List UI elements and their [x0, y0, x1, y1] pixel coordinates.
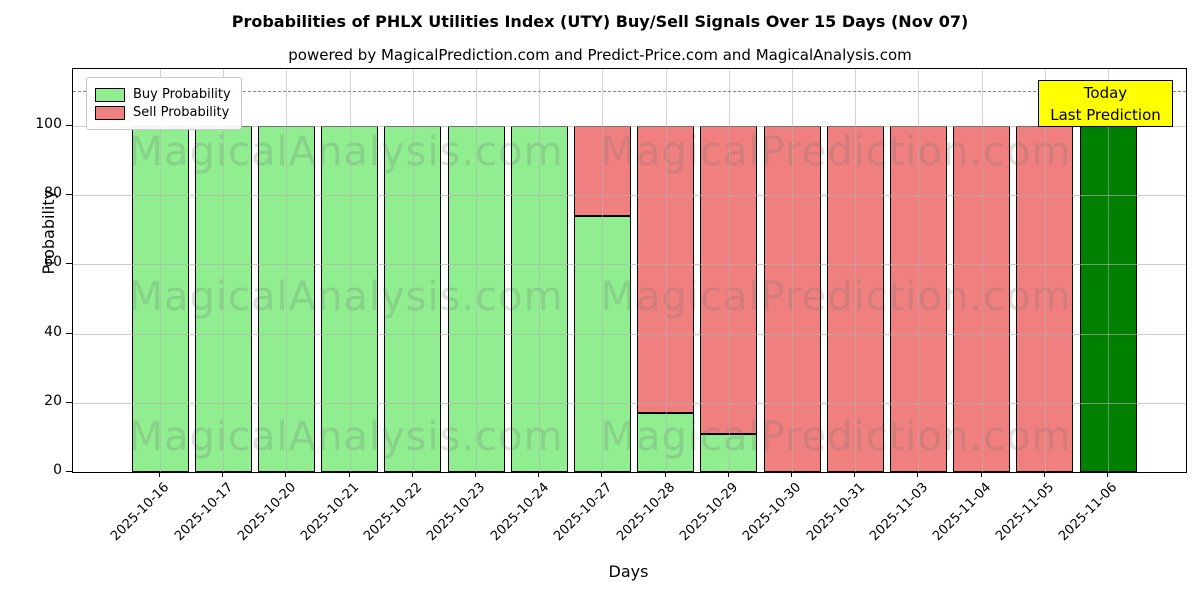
gridline-horizontal [73, 402, 1186, 404]
x-tick [285, 472, 287, 477]
watermark-text: MagicalAnalysis.com [128, 274, 564, 320]
x-tick [538, 472, 540, 477]
gridline-horizontal [73, 333, 1186, 335]
gridline-horizontal [73, 195, 1186, 197]
gridline-vertical [602, 69, 604, 472]
x-tick-label: 2025-10-24 [487, 480, 552, 545]
y-tick [66, 401, 72, 403]
today-annotation-box: Today Last Prediction [1038, 80, 1173, 127]
x-tick-label: 2025-10-27 [550, 480, 616, 545]
watermark-text: MagicalPrediction.com [600, 129, 1072, 175]
x-tick [727, 472, 729, 477]
gridline-vertical [286, 69, 288, 472]
y-tick-label: 20 [44, 392, 62, 409]
x-tick-label: 2025-10-16 [108, 480, 173, 545]
x-tick [159, 472, 160, 477]
x-tick-label: 2025-10-31 [803, 480, 868, 545]
y-tick-label: 0 [53, 462, 62, 478]
buy-swatch-icon [95, 87, 125, 102]
plot-area: MagicalAnalysis.com MagicalPrediction.com… [72, 68, 1187, 473]
x-tick [475, 472, 476, 477]
y-tick-label: 80 [44, 185, 62, 202]
x-tick-label: 2025-10-30 [740, 480, 805, 545]
gridline-vertical [1044, 69, 1046, 472]
legend: Buy Probability Sell Probability [86, 77, 242, 130]
x-tick [1107, 472, 1108, 477]
x-tick-label: 2025-10-22 [361, 480, 426, 545]
gridline-vertical [539, 69, 541, 472]
x-tick-label: 2025-10-29 [677, 480, 742, 545]
y-tick [66, 125, 72, 127]
x-axis-label: Days [608, 562, 649, 581]
y-tick-label: 40 [44, 323, 62, 340]
legend-item-sell: Sell Probability [95, 105, 231, 120]
gridline-vertical [918, 69, 920, 472]
x-tick [222, 472, 224, 477]
x-tick [917, 472, 919, 477]
gridline-vertical [792, 69, 793, 472]
y-tick [66, 471, 72, 472]
x-tick-label: 2025-11-03 [866, 480, 932, 545]
gridline-vertical [1108, 69, 1109, 472]
x-tick [348, 472, 350, 477]
gridline-vertical [412, 69, 414, 472]
gridline-horizontal [73, 126, 1186, 128]
y-tick-label: 100 [35, 116, 62, 133]
x-tick-label: 2025-10-28 [614, 480, 679, 545]
gridline-vertical [665, 69, 667, 472]
gridline-vertical [728, 69, 730, 472]
today-annotation-line2: Last Prediction [1050, 106, 1161, 124]
gridline-vertical [855, 69, 857, 472]
gridline-vertical [160, 69, 161, 472]
sell-swatch-icon [95, 105, 125, 120]
chart-title: Probabilities of PHLX Utilities Index (U… [231, 12, 969, 31]
x-tick [601, 472, 603, 477]
legend-item-buy: Buy Probability [95, 87, 231, 102]
x-tick [980, 472, 982, 477]
x-tick [1043, 472, 1045, 477]
today-annotation-line1: Today [1083, 84, 1128, 102]
threshold-dashed-line [73, 91, 1186, 93]
x-tick-label: 2025-11-05 [993, 480, 1058, 545]
x-tick [411, 472, 413, 477]
gridline-vertical [349, 69, 351, 472]
y-tick [66, 263, 72, 265]
watermark-text: MagicalAnalysis.com [128, 129, 564, 175]
y-tick [66, 194, 72, 196]
x-tick-label: 2025-10-21 [298, 480, 363, 545]
watermark-text: MagicalAnalysis.com [128, 414, 564, 460]
watermark-text: MagicalPrediction.com [600, 274, 1072, 320]
x-tick [791, 472, 792, 477]
x-tick-label: 2025-10-23 [424, 480, 489, 545]
x-tick-label: 2025-11-04 [930, 480, 995, 545]
x-tick-label: 2025-10-20 [234, 480, 300, 545]
y-tick [66, 332, 72, 334]
x-tick [854, 472, 856, 477]
x-tick [664, 472, 666, 477]
x-tick-label: 2025-11-06 [1056, 480, 1121, 545]
x-tick-label: 2025-10-17 [171, 480, 236, 545]
gridline-horizontal [73, 264, 1186, 266]
legend-label-sell: Sell Probability [133, 105, 230, 120]
y-tick-label: 60 [44, 254, 62, 271]
gridline-vertical [476, 69, 477, 472]
chart-subtitle: powered by MagicalPrediction.com and Pre… [288, 46, 912, 64]
gridline-vertical [981, 69, 983, 472]
watermark-text: MagicalPrediction.com [600, 414, 1072, 460]
legend-label-buy: Buy Probability [133, 87, 231, 102]
gridline-vertical [223, 69, 225, 472]
